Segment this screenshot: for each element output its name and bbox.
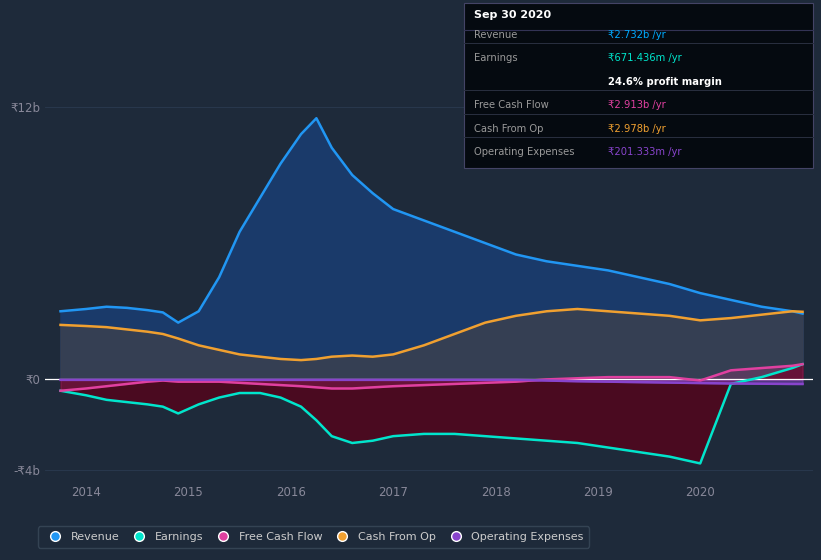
Text: 24.6% profit margin: 24.6% profit margin bbox=[608, 77, 722, 87]
Text: ₹2.913b /yr: ₹2.913b /yr bbox=[608, 100, 665, 110]
Text: Cash From Op: Cash From Op bbox=[474, 124, 544, 134]
Text: Free Cash Flow: Free Cash Flow bbox=[474, 100, 548, 110]
Text: Earnings: Earnings bbox=[474, 53, 517, 63]
Text: Sep 30 2020: Sep 30 2020 bbox=[474, 11, 551, 21]
Text: ₹2.732b /yr: ₹2.732b /yr bbox=[608, 30, 665, 40]
Text: Operating Expenses: Operating Expenses bbox=[474, 147, 574, 157]
Text: ₹2.978b /yr: ₹2.978b /yr bbox=[608, 124, 665, 134]
Text: ₹201.333m /yr: ₹201.333m /yr bbox=[608, 147, 681, 157]
Text: ₹671.436m /yr: ₹671.436m /yr bbox=[608, 53, 681, 63]
Legend: Revenue, Earnings, Free Cash Flow, Cash From Op, Operating Expenses: Revenue, Earnings, Free Cash Flow, Cash … bbox=[39, 526, 589, 548]
Text: Revenue: Revenue bbox=[474, 30, 517, 40]
